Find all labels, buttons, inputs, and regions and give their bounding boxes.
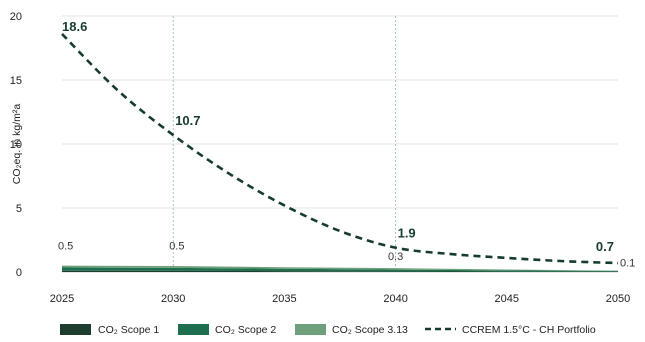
area-scope-3: [62, 265, 618, 271]
y-tick-5: 5: [16, 203, 22, 215]
pathway-label-2040: 1.9: [398, 226, 416, 241]
grid-lines: [62, 15, 618, 273]
x-tick-2040: 2040: [383, 293, 407, 305]
pathway-line: [61, 33, 619, 265]
y-tick-0: 0: [16, 267, 22, 279]
legend-label-2: CO₂ Scope 2: [215, 324, 276, 336]
legend-swatch-scope-3: [295, 324, 326, 335]
total-label-2050: 0.1: [620, 258, 635, 270]
y-tick-10: 10: [10, 139, 22, 151]
area-scope-1: [62, 270, 618, 272]
pathway-label-2050: 0.7: [596, 239, 614, 254]
data-labels: 18.6 10.7 1.9 0.7 0.5 0.5 0.3 0.1: [58, 19, 635, 270]
y-tick-20: 20: [10, 11, 22, 23]
legend: CO₂ Scope 1 CO₂ Scope 2 CO₂ Scope 3.13 CCRE…: [60, 324, 596, 336]
legend-label-4: CCREM 1.5°C - CH Portfolio: [462, 324, 596, 336]
x-tick-2050: 2050: [606, 293, 630, 305]
pathway-line-group: [61, 33, 619, 265]
pathway-label-2030: 10.7: [175, 113, 200, 128]
x-tick-2035: 2035: [272, 293, 296, 305]
y-axis-label: CO₂eq. in kg/m²a: [11, 104, 23, 185]
pathway-label-2025: 18.6: [62, 19, 87, 34]
legend-swatch-scope-2: [178, 324, 209, 335]
area-scope-2: [62, 267, 618, 272]
total-label-2030: 0.5: [169, 241, 184, 253]
legend-label-1: CO₂ Scope 1: [98, 324, 159, 336]
y-axis-ticks: 0 5 10 15 20: [10, 11, 22, 279]
scope-areas: [62, 265, 618, 272]
legend-swatch-scope-1: [60, 324, 91, 335]
x-tick-2045: 2045: [495, 293, 519, 305]
total-label-2025: 0.5: [58, 241, 73, 253]
x-axis-ticks: 2025 2030 2035 2040 2045 2050: [50, 293, 630, 305]
total-label-2040: 0.3: [388, 251, 403, 263]
reference-lines: [172, 16, 397, 272]
y-tick-15: 15: [10, 75, 22, 87]
x-tick-2030: 2030: [161, 293, 185, 305]
legend-label-3: CO₂ Scope 3.13: [332, 324, 408, 336]
x-tick-2025: 2025: [50, 293, 74, 305]
